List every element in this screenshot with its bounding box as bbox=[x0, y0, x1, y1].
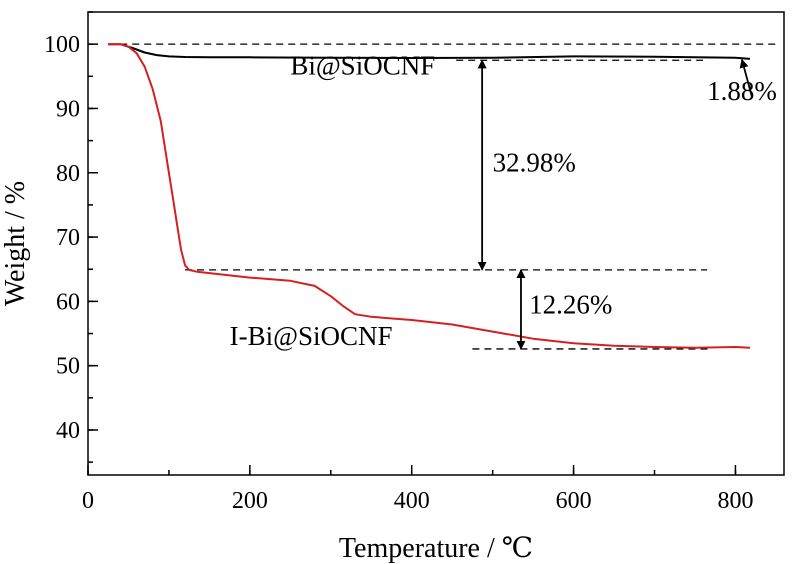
y-tick-label: 50 bbox=[56, 354, 80, 380]
y-tick-label: 90 bbox=[56, 96, 80, 122]
series-layer bbox=[108, 43, 751, 349]
annotation-label: 32.98% bbox=[493, 147, 576, 177]
x-tick-label: 800 bbox=[717, 488, 753, 514]
x-tick-label: 200 bbox=[232, 488, 268, 514]
y-tick-label: 100 bbox=[44, 32, 80, 58]
annotation-label: Bi@SiOCNF bbox=[290, 50, 435, 80]
annotation-arrow bbox=[739, 58, 753, 96]
plot-frame bbox=[87, 11, 785, 476]
reference-lines bbox=[108, 43, 780, 350]
annotation-layer: Bi@SiOCNF I-Bi@SiOCNF 32.98% 12.26% 1.88% bbox=[230, 50, 777, 351]
series-line bbox=[108, 43, 751, 349]
x-tick-label: 400 bbox=[394, 488, 430, 514]
x-axis-title: Temperature / ℃ bbox=[339, 533, 533, 564]
x-tick-label: 0 bbox=[82, 488, 94, 514]
annotation-label: 1.88% bbox=[707, 76, 777, 106]
series-line bbox=[108, 43, 751, 60]
y-axis-title: Weight / % bbox=[0, 181, 31, 306]
y-tick-label: 70 bbox=[56, 225, 80, 251]
x-axis-ticks: 0 200 400 600 800 bbox=[82, 465, 753, 514]
annotation-label: 12.26% bbox=[529, 290, 612, 320]
arrow-layer bbox=[477, 58, 753, 350]
y-tick-label: 60 bbox=[56, 289, 80, 315]
y-tick-label: 40 bbox=[56, 418, 80, 444]
x-tick-label: 600 bbox=[556, 488, 592, 514]
y-tick-label: 80 bbox=[56, 161, 80, 187]
y-axis-ticks: 40 50 60 70 80 90 100 bbox=[44, 11, 98, 463]
annotation-label: I-Bi@SiOCNF bbox=[230, 321, 393, 351]
